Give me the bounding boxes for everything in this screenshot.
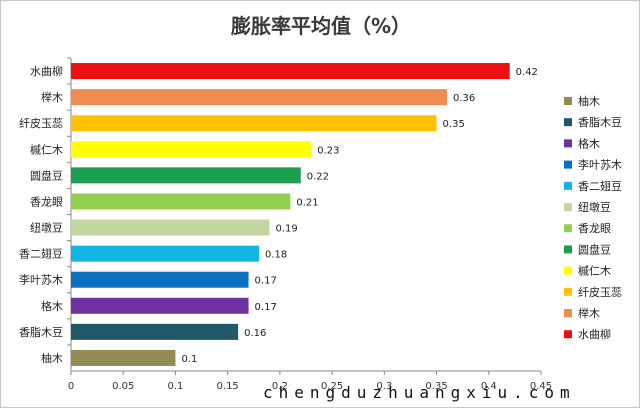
category-label: 水曲柳 <box>30 64 63 78</box>
legend-label: 香二翅豆 <box>578 179 622 193</box>
x-tick-label: 0.4 <box>481 381 497 392</box>
data-label: 0.23 <box>317 145 339 156</box>
x-tick-label: 0.45 <box>530 381 552 392</box>
x-tick-label: 0.3 <box>376 381 392 392</box>
category-label: 香脂木豆 <box>19 325 63 339</box>
legend-swatch <box>564 181 572 190</box>
data-label: 0.16 <box>244 328 266 339</box>
legend-swatch <box>564 118 572 127</box>
legend-label: 纤皮玉蕊 <box>578 286 622 299</box>
legend-label: 纽墩豆 <box>578 200 611 214</box>
category-label: 纽墩豆 <box>30 221 63 235</box>
data-label: 0.1 <box>181 354 197 365</box>
legend-label: 槭仁木 <box>578 264 611 278</box>
legend-swatch <box>564 309 572 317</box>
x-tick-label: 0.35 <box>425 381 447 392</box>
legend-label: 李叶苏木 <box>578 158 622 172</box>
legend-swatch <box>564 160 572 169</box>
x-tick-label: 0.15 <box>217 381 239 392</box>
bar <box>71 271 249 288</box>
x-tick-label: 0.25 <box>321 381 343 392</box>
data-label: 0.19 <box>275 224 297 235</box>
chart-title: 膨胀率平均值（%） <box>230 14 411 38</box>
x-tick-label: 0.05 <box>112 381 134 392</box>
bar <box>71 323 239 340</box>
legend-swatch <box>564 287 572 296</box>
data-label: 0.36 <box>453 93 475 104</box>
legend-label: 香龙眼 <box>578 222 611 235</box>
legend-label: 香脂木豆 <box>578 115 622 129</box>
legend-swatch <box>564 245 572 254</box>
data-label: 0.18 <box>265 250 287 261</box>
bar <box>71 349 176 366</box>
bar <box>71 115 437 132</box>
x-tick-label: 0.2 <box>272 381 288 392</box>
bar <box>71 297 249 314</box>
axes: 0 0.05 0.1 0.15 0.2 0.25 0.3 0.35 0.4 0.45 <box>67 57 552 392</box>
bar <box>71 219 270 236</box>
data-label: 0.22 <box>307 171 329 182</box>
legend-label: 格木 <box>578 136 600 150</box>
legend-swatch <box>564 203 572 211</box>
category-label: 格木 <box>41 299 63 313</box>
bar <box>71 167 301 184</box>
data-label: 0.35 <box>443 119 465 130</box>
data-label: 0.17 <box>255 276 277 287</box>
bar <box>71 63 510 80</box>
data-label: 0.17 <box>255 302 277 313</box>
x-tick-label: 0.1 <box>167 381 183 392</box>
bars-group: 水曲柳 0.42 榉木 0.36 纤皮玉蕊 0.35 槭仁木 0.23 圆盘豆 0.22 香龙眼 0.… <box>19 63 538 366</box>
legend-label: 榉木 <box>578 306 600 320</box>
bar <box>71 141 312 158</box>
legend-swatch <box>564 266 572 275</box>
category-label: 香二翅豆 <box>19 247 63 261</box>
legend-swatch <box>564 97 572 105</box>
legend-label: 圆盘豆 <box>578 242 611 256</box>
legend-swatch <box>564 139 572 148</box>
watermark-text: chengduzhuangxiu.com <box>263 383 576 402</box>
legend-label: 柚木 <box>578 94 600 108</box>
category-label: 榉木 <box>41 90 63 104</box>
category-label: 李叶苏木 <box>19 273 63 287</box>
data-label: 0.42 <box>516 67 538 78</box>
legend-label: 水曲柳 <box>578 327 611 341</box>
category-label: 圆盘豆 <box>30 168 63 182</box>
category-label: 纤皮玉蕊 <box>19 117 63 130</box>
bar <box>71 193 291 210</box>
legend-swatch <box>564 224 572 233</box>
data-label: 0.21 <box>296 197 318 208</box>
bar <box>71 245 259 262</box>
bar <box>71 89 447 106</box>
legend-swatch <box>564 330 572 339</box>
category-label: 槭仁木 <box>30 142 63 156</box>
category-label: 柚木 <box>41 351 63 365</box>
category-label: 香龙眼 <box>30 195 63 208</box>
x-tick-label: 0 <box>68 381 74 392</box>
